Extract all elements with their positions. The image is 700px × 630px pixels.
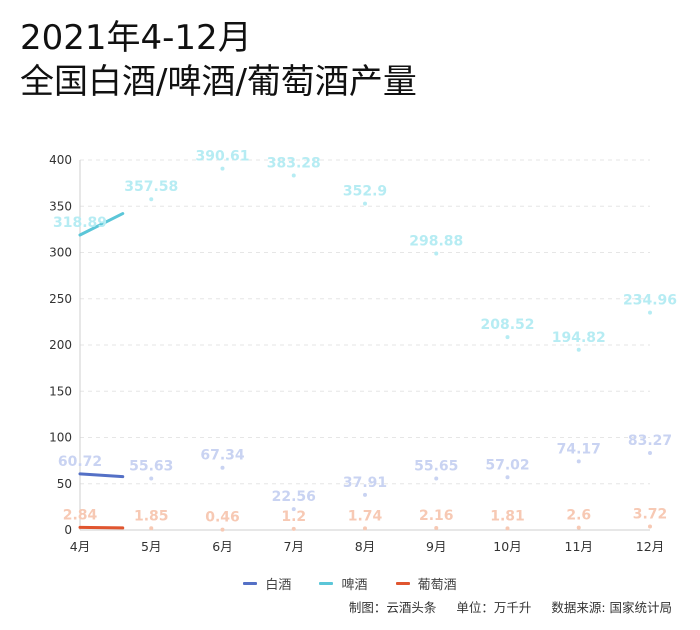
data-label: 2.6: [566, 508, 591, 524]
y-tick-label: 400: [49, 153, 72, 167]
data-point: [149, 476, 154, 481]
data-label: 1.85: [134, 508, 169, 524]
data-label: 234.96: [623, 293, 677, 309]
y-tick-label: 150: [49, 384, 72, 398]
legend-swatch: [243, 582, 258, 585]
data-point: [220, 166, 225, 171]
legend-item-wine[interactable]: 葡萄酒: [395, 574, 457, 593]
legend-label: 葡萄酒: [417, 578, 457, 593]
data-label: 390.61: [195, 149, 249, 165]
series-line-0: [78, 472, 125, 479]
data-label: 83.27: [628, 433, 672, 449]
data-label: 208.52: [480, 317, 534, 333]
data-point: [363, 492, 367, 497]
x-tick-label: 12月: [636, 539, 664, 554]
y-tick-label: 300: [49, 246, 72, 260]
data-point: [220, 465, 225, 470]
data-point: [220, 527, 225, 532]
series-line-2: [78, 525, 125, 530]
data-point: [576, 459, 581, 464]
data-label: 2.84: [63, 507, 98, 523]
data-label: 67.34: [200, 448, 245, 464]
data-label: 2.16: [419, 508, 454, 524]
data-label: 1.81: [490, 508, 525, 524]
legend-swatch: [319, 582, 334, 585]
data-label: 57.02: [485, 457, 529, 473]
chart-title: 2021年4-12月 全国白酒/啤酒/葡萄酒产量: [20, 16, 417, 104]
footer-unit: 单位：万千升: [456, 600, 532, 615]
data-label: 55.65: [414, 459, 458, 475]
data-label: 357.58: [124, 179, 178, 195]
data-point: [648, 310, 652, 315]
data-point: [505, 526, 510, 531]
x-tick-label: 8月: [355, 539, 375, 554]
data-label: 60.72: [58, 454, 102, 470]
data-point: [648, 524, 652, 529]
legend-label: 啤酒: [341, 578, 368, 593]
x-tick-label: 6月: [212, 539, 232, 554]
data-label: 194.82: [552, 330, 606, 346]
legend: 白酒 啤酒 葡萄酒: [0, 574, 700, 593]
legend-item-beer[interactable]: 啤酒: [319, 574, 368, 593]
x-tick-label: 11月: [565, 539, 593, 554]
chart-footer: 制图：云酒头条 单位：万千升 数据来源: 国家统计局: [333, 597, 672, 616]
y-tick-label: 100: [49, 431, 72, 445]
data-point: [434, 476, 439, 481]
chart-title-line-1: 2021年4-12月: [20, 18, 252, 58]
footer-made-by: 制图：云酒头条: [348, 600, 437, 615]
data-label: 298.88: [409, 234, 463, 250]
data-label: 37.91: [343, 475, 387, 491]
data-point: [576, 347, 581, 352]
data-point: [291, 173, 296, 178]
data-point: [434, 251, 439, 256]
series-line-1: [78, 212, 125, 237]
data-point: [363, 201, 367, 206]
data-label: 318.89: [53, 215, 107, 231]
y-tick-label: 50: [57, 477, 72, 491]
data-point: [149, 197, 154, 202]
data-point: [291, 507, 296, 512]
footer-source: 数据来源: 国家统计局: [551, 600, 672, 615]
data-point: [576, 525, 581, 530]
chart-title-line-2: 全国白酒/啤酒/葡萄酒产量: [20, 62, 417, 102]
data-label: 1.74: [348, 508, 383, 524]
legend-swatch: [395, 582, 410, 585]
data-label: 55.63: [129, 459, 173, 475]
data-point: [505, 475, 510, 480]
y-tick-label: 200: [49, 338, 72, 352]
x-tick-label: 9月: [426, 539, 446, 554]
data-label: 383.28: [267, 155, 321, 171]
data-point: [149, 526, 154, 531]
y-tick-label: 250: [49, 292, 72, 306]
legend-label: 白酒: [265, 578, 292, 593]
x-tick-label: 10月: [493, 539, 521, 554]
data-point: [363, 526, 367, 531]
data-point: [648, 450, 652, 455]
data-label: 3.72: [633, 507, 668, 523]
data-label: 22.56: [272, 489, 316, 505]
y-tick-label: 0: [64, 523, 72, 537]
data-label: 352.9: [343, 184, 387, 200]
data-point: [291, 526, 296, 531]
x-tick-label: 7月: [284, 539, 304, 554]
y-tick-label: 350: [49, 199, 72, 213]
data-label: 0.46: [205, 510, 240, 526]
x-tick-label: 4月: [70, 539, 90, 554]
data-label: 74.17: [557, 441, 601, 457]
x-tick-label: 5月: [141, 539, 161, 554]
data-label: 1.2: [281, 509, 306, 525]
legend-item-baijiu[interactable]: 白酒: [243, 574, 291, 593]
data-point: [434, 526, 439, 531]
data-point: [505, 335, 510, 340]
